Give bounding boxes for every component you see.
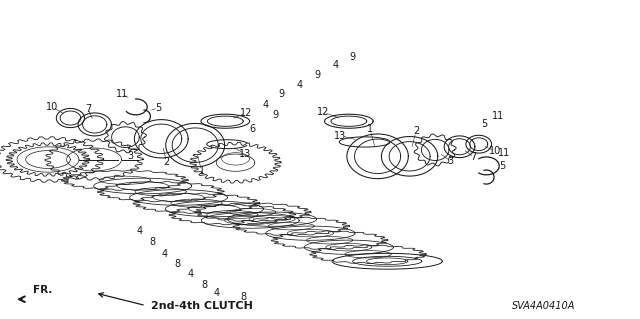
- Text: 4: 4: [136, 226, 143, 236]
- Text: 11: 11: [115, 89, 128, 99]
- Text: 3: 3: [127, 151, 134, 161]
- Text: 9: 9: [272, 110, 278, 120]
- Text: 12: 12: [317, 107, 330, 117]
- Text: 5: 5: [499, 161, 506, 171]
- Text: 4: 4: [188, 269, 194, 279]
- Text: 13: 13: [334, 130, 347, 141]
- Text: 9: 9: [349, 52, 355, 62]
- Text: 8: 8: [240, 292, 246, 302]
- Text: 4: 4: [262, 100, 269, 110]
- Text: 4: 4: [162, 249, 168, 259]
- Text: SVA4A0410A: SVA4A0410A: [512, 301, 576, 311]
- Text: 10: 10: [46, 102, 59, 112]
- Text: 12: 12: [239, 108, 252, 118]
- Text: 11: 11: [498, 148, 511, 158]
- Text: 2: 2: [413, 126, 419, 137]
- Text: 2nd-4th CLUTCH: 2nd-4th CLUTCH: [151, 300, 253, 311]
- Text: 7: 7: [470, 152, 477, 162]
- Text: 7: 7: [85, 104, 92, 114]
- Text: 4: 4: [332, 60, 339, 70]
- Text: 2: 2: [163, 157, 170, 167]
- Text: 3: 3: [447, 156, 454, 166]
- Text: 1: 1: [198, 166, 205, 176]
- Text: 4: 4: [213, 288, 220, 299]
- Text: 8: 8: [202, 279, 208, 290]
- Text: 1: 1: [367, 124, 373, 134]
- Text: 8: 8: [149, 237, 156, 248]
- Text: FR.: FR.: [33, 286, 52, 295]
- Text: 11: 11: [492, 111, 504, 122]
- Text: 13: 13: [239, 149, 252, 159]
- Text: 8: 8: [175, 259, 181, 269]
- Text: 9: 9: [314, 70, 321, 80]
- Text: 9: 9: [278, 89, 285, 99]
- Text: 5: 5: [155, 102, 161, 113]
- Text: 10: 10: [488, 145, 501, 156]
- Text: 6: 6: [250, 124, 256, 134]
- Text: 5: 5: [481, 119, 487, 130]
- Text: 4: 4: [296, 79, 303, 90]
